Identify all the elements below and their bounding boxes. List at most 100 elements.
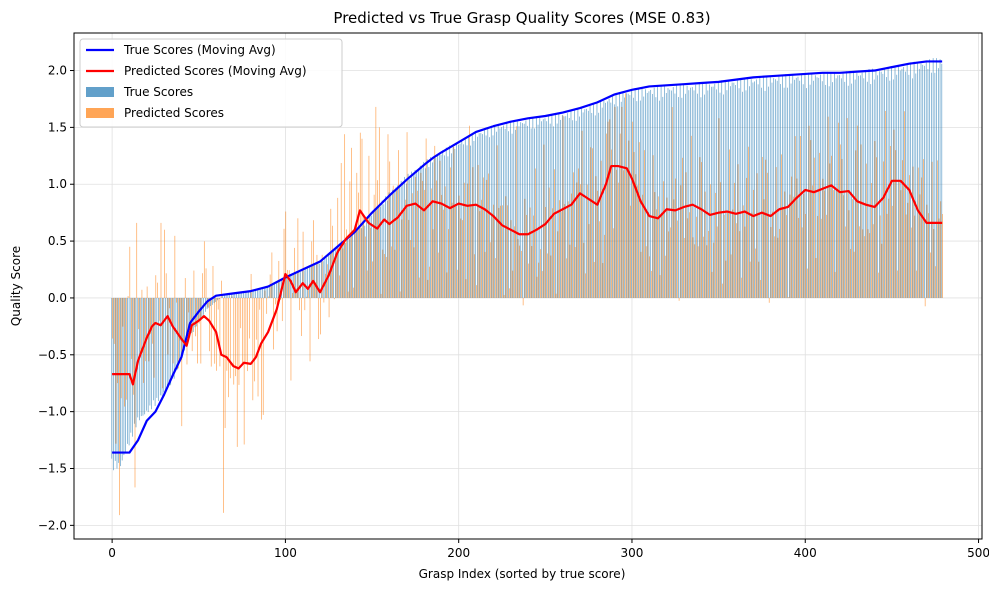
predicted-score-bar: [850, 248, 851, 298]
true-score-bar: [378, 205, 379, 298]
true-score-bar: [762, 75, 764, 298]
true-score-bar: [388, 192, 390, 298]
true-score-bar: [433, 155, 435, 298]
predicted-score-bar: [146, 286, 148, 298]
predicted-score-bar: [917, 167, 919, 298]
true-score-bar: [463, 144, 464, 298]
true-score-bar: [601, 107, 603, 298]
predicted-score-bar: [768, 297, 770, 303]
true-score-bar: [702, 82, 704, 298]
true-score-bar: [780, 84, 781, 298]
predicted-score-bar: [782, 207, 784, 298]
true-score-bar: [347, 238, 348, 298]
predicted-score-bar: [585, 273, 586, 298]
true-score-bar: [213, 297, 215, 304]
predicted-score-bar: [259, 297, 261, 310]
predicted-score-bar: [399, 291, 401, 298]
predicted-score-bar: [505, 196, 507, 298]
predicted-score-bar: [288, 270, 290, 298]
predicted-score-bar: [805, 213, 806, 298]
true-score-bar: [814, 75, 816, 298]
true-score-bar: [276, 282, 277, 298]
predicted-score-bar: [581, 130, 583, 298]
predicted-score-bar: [637, 185, 638, 298]
predicted-score-bar: [148, 297, 150, 362]
predicted-score-bar: [450, 167, 451, 298]
predicted-score-bar: [720, 182, 722, 298]
true-score-bar: [428, 167, 430, 298]
true-score-bar: [617, 106, 619, 298]
predicted-score-bar: [926, 204, 928, 298]
predicted-score-bar: [607, 121, 609, 298]
true-score-bar: [229, 293, 230, 298]
predicted-score-bar: [611, 149, 612, 298]
true-score-bar: [747, 77, 749, 298]
true-score-bar: [936, 58, 937, 298]
true-score-bar: [610, 102, 612, 298]
true-score-bar: [766, 75, 768, 298]
true-score-bar: [643, 96, 645, 298]
true-score-bar: [208, 297, 210, 308]
true-score-bar: [185, 297, 187, 346]
true-score-bar: [423, 161, 425, 298]
legend-box: [79, 38, 343, 128]
true-score-bar: [393, 190, 395, 298]
true-score-bar: [749, 86, 750, 298]
true-score-bar: [464, 138, 466, 298]
true-score-bar: [627, 93, 629, 298]
true-score-bar: [149, 297, 151, 406]
true-score-bar: [941, 63, 943, 298]
true-score-bar: [258, 289, 260, 298]
true-score-bar: [386, 200, 388, 298]
predicted-score-bar: [708, 230, 709, 298]
true-score-bar: [894, 65, 896, 298]
predicted-score-bar: [600, 160, 602, 298]
predicted-score-bar: [385, 256, 387, 298]
true-score-bar: [778, 76, 780, 298]
true-score-bar: [473, 140, 475, 298]
predicted-score-bar: [313, 220, 314, 298]
y-tick-label: 0.0: [48, 291, 67, 305]
true-score-bar: [359, 226, 360, 298]
predicted-score-bar: [567, 201, 569, 298]
true-score-bar: [295, 272, 296, 298]
predicted-score-bar: [758, 261, 760, 298]
predicted-score-bar: [417, 190, 418, 298]
true-score-bar: [371, 215, 373, 298]
predicted-score-bar: [704, 191, 706, 298]
predicted-score-bar: [202, 273, 203, 298]
true-score-bar: [572, 120, 574, 298]
predicted-score-bar: [742, 205, 744, 298]
true-score-bar: [906, 64, 908, 298]
true-score-bar: [884, 68, 885, 298]
predicted-score-bar: [907, 202, 909, 298]
true-score-bar: [825, 84, 827, 298]
predicted-score-bar: [857, 125, 858, 298]
predicted-score-bar: [498, 207, 500, 298]
predicted-score-bar: [408, 219, 410, 298]
true-score-bar: [385, 196, 386, 298]
predicted-score-bar: [845, 226, 846, 298]
true-score-bar: [404, 176, 405, 298]
true-score-bar: [792, 75, 794, 298]
predicted-score-bar: [356, 172, 358, 298]
predicted-score-bar: [280, 297, 281, 300]
true-score-bar: [546, 121, 548, 298]
predicted-score-bar: [638, 142, 640, 298]
predicted-score-bar: [158, 297, 160, 321]
predicted-score-bar: [831, 155, 832, 298]
true-score-bar: [284, 278, 286, 298]
predicted-score-bar: [278, 260, 280, 298]
true-score-bar: [260, 288, 262, 298]
predicted-score-bar: [526, 214, 527, 298]
true-score-bar: [932, 58, 934, 298]
true-score-bar: [321, 260, 322, 298]
predicted-score-bar: [219, 297, 221, 367]
predicted-score-bar: [115, 297, 117, 444]
true-score-bar: [173, 297, 175, 379]
true-score-bar: [222, 296, 224, 298]
true-score-bar: [922, 64, 924, 298]
predicted-score-bar: [853, 251, 855, 298]
true-score-bar: [752, 82, 754, 298]
true-score-bar: [631, 90, 632, 298]
